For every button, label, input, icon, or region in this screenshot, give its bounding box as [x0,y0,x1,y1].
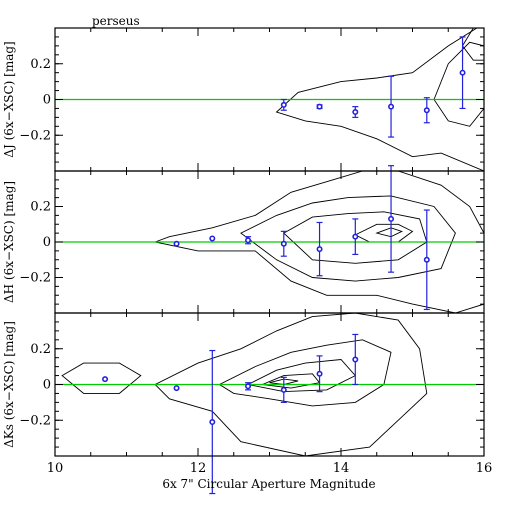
contour-line-1 [240,195,456,282]
contour-line-3 [246,359,357,393]
y-tick-label: 0 [43,235,51,250]
y-tick-label: −0.2 [19,128,51,143]
data-point [423,107,430,114]
contour-line-0 [61,362,142,394]
data-point [209,235,216,242]
x-tick-label: 14 [333,461,350,476]
contour-line-1 [433,41,484,127]
contour-line-2 [218,339,392,407]
y-tick-label: 0 [43,378,51,393]
contour-line-4 [375,227,403,238]
contour-line-4 [260,373,321,389]
x-tick-label: 12 [190,461,207,476]
y-tick-label: 0 [43,93,51,108]
y-tick-label: 0.2 [30,57,51,72]
data-point [209,419,216,426]
data-point [352,356,359,363]
panel-j: 0.2 0 −0.2ΔJ (6x−XSC) [mag] [2,27,485,172]
data-point [280,101,287,108]
x-tick-labels: 10 12 14 16 [47,461,493,476]
data-point [316,370,323,377]
data-point [102,376,109,383]
data-point [245,237,252,244]
data-point [459,69,466,76]
x-tick-label: 10 [47,461,64,476]
chart-title: perseus [92,14,140,28]
panels-layer: 0.20−0.2ΔJ (6x−XSC) [mag]0.20−0.2ΔH (6x−… [2,27,493,495]
y-tick-label: −0.2 [19,413,51,428]
y-tick-label: −0.2 [19,271,51,286]
y-tick-label: 0.2 [30,342,51,357]
contour-group [275,28,484,171]
contour-line-2 [283,211,428,264]
data-point [245,383,252,390]
x-tick-label: 16 [476,461,493,476]
data-point [173,240,180,247]
data-point [388,103,395,110]
contour-line-1 [154,313,428,456]
contour-line-2 [461,28,484,61]
data-point [280,386,287,393]
data-point [388,215,395,222]
y-tick-label: 0.2 [30,200,51,215]
y-axis-label-j: ΔJ (6x−XSC) [mag] [2,41,16,157]
y-axis-label-h: ΔH (6x−XSC) [mag] [2,181,16,303]
data-point [352,233,359,240]
data-point [352,109,359,116]
x-axis-label: 6x 7" Circular Aperture Magnitude [162,477,375,491]
panel-h: 0.2 0 −0.2ΔH (6x−XSC) [mag] [2,165,485,314]
data-point [316,103,323,110]
contour-line-3 [354,223,414,243]
data-point [280,240,287,247]
contour-line-0 [153,171,484,313]
data-point [173,385,180,392]
contour-line-0 [275,28,484,171]
data-point [316,246,323,253]
y-axis-label-ks: ΔKs (6x−XSC) [mag] [2,321,16,448]
data-point [423,256,430,263]
